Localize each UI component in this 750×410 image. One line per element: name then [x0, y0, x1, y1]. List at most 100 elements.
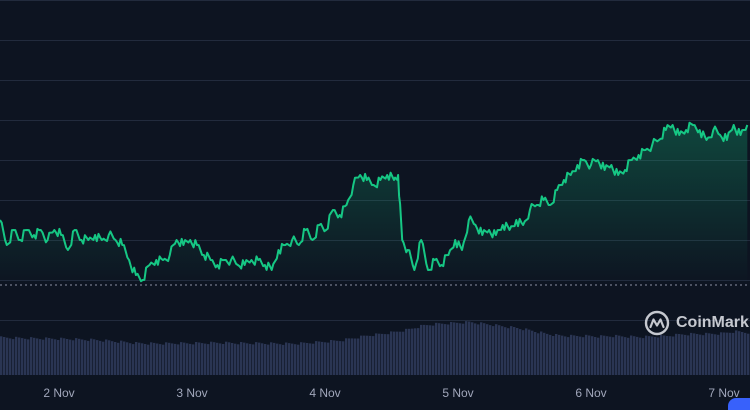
volume-bar [651, 336, 654, 375]
volume-bar [141, 343, 144, 375]
volume-bar [444, 324, 447, 375]
volume-bar [465, 321, 468, 375]
volume-bar [507, 328, 510, 375]
x-tick-label: 5 Nov [442, 386, 473, 400]
volume-bar [513, 327, 516, 375]
volume-bar [699, 334, 702, 375]
volume-bar [387, 334, 390, 375]
volume-bar [357, 338, 360, 375]
watermark-text: CoinMark [676, 314, 749, 331]
volume-bar [417, 328, 420, 375]
volume-bar [600, 335, 603, 375]
volume-bar [0, 336, 3, 375]
volume-bar [291, 343, 294, 375]
volume-bar [309, 343, 312, 375]
volume-bar [132, 344, 135, 375]
volume-bar [597, 337, 600, 375]
x-tick-label: 7 Nov [708, 386, 739, 400]
volume-bar [585, 334, 588, 375]
volume-bar [9, 338, 12, 375]
volume-bar [24, 338, 27, 375]
volume-bar [747, 333, 750, 375]
volume-bar [63, 338, 66, 375]
volume-bar [273, 342, 276, 375]
volume-bar [438, 323, 441, 375]
volume-bar [300, 342, 303, 375]
volume-bar [150, 342, 153, 375]
volume-bar [174, 343, 177, 375]
volume-bar [375, 333, 378, 375]
volume-bar [531, 330, 534, 375]
volume-bar [99, 340, 102, 375]
volume-bar [123, 341, 126, 375]
volume-bar [546, 333, 549, 375]
volume-bar [336, 340, 339, 375]
volume-bar [210, 341, 213, 375]
volume-bar [180, 342, 183, 375]
volume-bar [618, 335, 621, 375]
volume-bar [108, 340, 111, 375]
volume-bar [81, 339, 84, 375]
volume-bar [714, 334, 717, 375]
volume-bar [612, 337, 615, 375]
volume-bar [126, 342, 129, 375]
volume-bar [435, 322, 438, 375]
volume-bar [171, 343, 174, 375]
volume-bar [198, 342, 201, 375]
volume-bar [297, 344, 300, 375]
volume-bar [294, 344, 297, 375]
volume-bar [696, 334, 699, 375]
volume-bar [711, 333, 714, 375]
volume-bar [450, 322, 453, 375]
volume-bar [732, 332, 735, 375]
volume-bar [75, 338, 78, 375]
volume-bar [564, 336, 567, 375]
volume-bar [120, 340, 123, 375]
volume-bar [279, 344, 282, 375]
volume-bar [423, 324, 426, 375]
volume-bar [342, 341, 345, 375]
volume-bar [87, 340, 90, 375]
volume-bar [687, 335, 690, 375]
volume-bar [102, 341, 105, 375]
x-axis-ticks: 2 Nov 3 Nov 4 Nov 5 Nov 6 Nov 7 Nov [43, 386, 739, 400]
volume-bar [486, 324, 489, 375]
volume-bar [18, 337, 21, 375]
volume-bar [96, 340, 99, 375]
volume-bar [624, 337, 627, 375]
volume-bar [228, 342, 231, 375]
volume-bar [204, 343, 207, 375]
volume-bar [447, 324, 450, 375]
volume-bar [93, 339, 96, 375]
volume-bar [3, 337, 6, 375]
volume-bar [456, 322, 459, 375]
volume-bar [156, 343, 159, 375]
volume-bar [183, 342, 186, 375]
volume-bar [153, 342, 156, 375]
volume-bar [57, 340, 60, 375]
volume-bar [510, 326, 513, 375]
volume-bar [441, 323, 444, 375]
volume-bar [381, 333, 384, 375]
volume-bar [657, 337, 660, 375]
volume-bar [258, 342, 261, 375]
volume-bar [159, 344, 162, 375]
volume-bar [501, 326, 504, 375]
volume-bar [252, 344, 255, 375]
volume-bar [720, 332, 723, 375]
volume-bar [399, 331, 402, 375]
volume-bar [741, 332, 744, 375]
volume-bar [519, 329, 522, 375]
volume-bar [207, 344, 210, 375]
volume-bar [195, 342, 198, 375]
volume-bar [573, 335, 576, 375]
volume-bar [729, 332, 732, 375]
volume-bar [39, 339, 42, 375]
volume-bar [276, 343, 279, 375]
volume-bar [240, 342, 243, 375]
volume-bar [363, 335, 366, 375]
volume-bar [12, 339, 15, 375]
volume-bar [561, 335, 564, 375]
